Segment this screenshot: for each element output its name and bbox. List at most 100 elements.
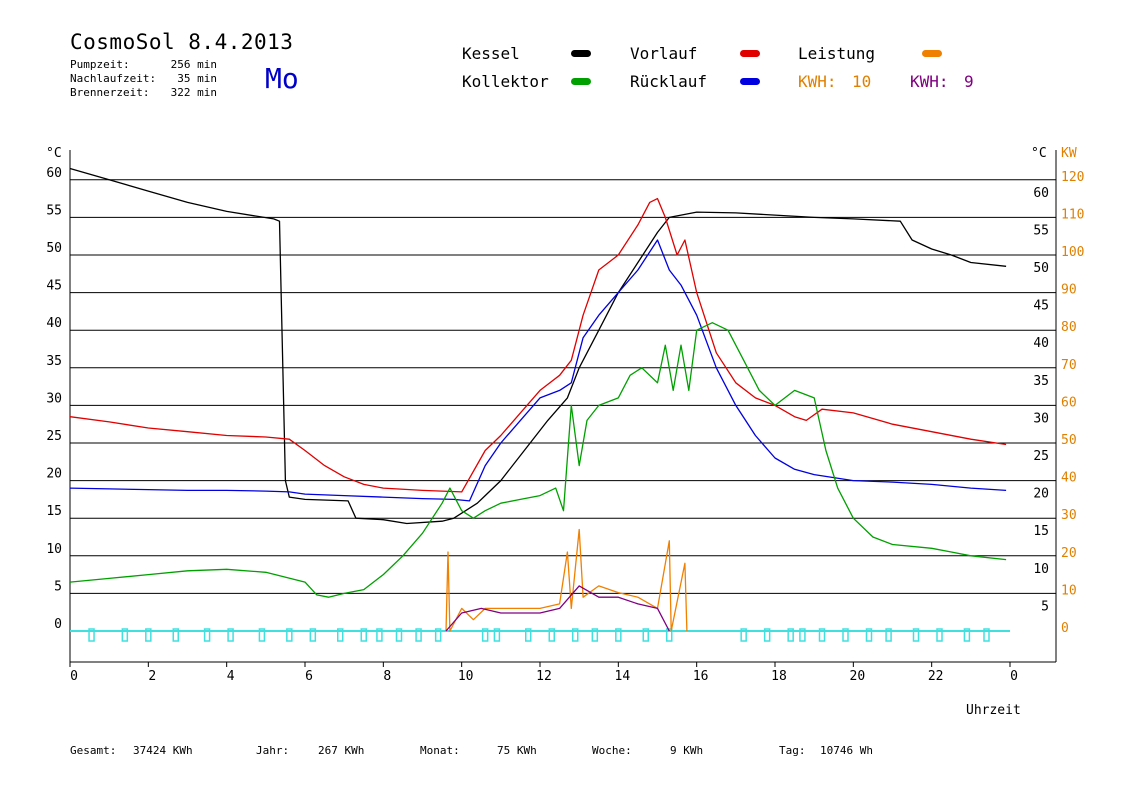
- y-right-c-tick: 25: [1033, 449, 1049, 464]
- pump-marker: [963, 628, 971, 642]
- pump-marker: [818, 628, 826, 642]
- legend-vorlauf-label: Vorlauf: [630, 44, 698, 63]
- legend-leistung-swatch: [922, 50, 942, 57]
- y-right-kw-tick: 90: [1061, 283, 1077, 298]
- pump-marker: [983, 628, 990, 642]
- y-right-kw-tick: 30: [1061, 508, 1077, 523]
- y-right-kw-tick: 100: [1061, 245, 1084, 260]
- x-tick: 0: [70, 669, 78, 684]
- legend-leistung-label: Leistung: [798, 44, 876, 63]
- x-tick: 10: [458, 669, 474, 684]
- y-left-tick: 30: [46, 391, 62, 406]
- y-right-c-tick: 55: [1033, 223, 1049, 238]
- y-right-c-tick: 60: [1033, 186, 1049, 201]
- stat-pumpzeit-label: Pumpzeit:: [70, 58, 130, 71]
- pump-marker: [360, 628, 367, 642]
- pump-marker: [227, 628, 234, 642]
- x-tick: 8: [383, 669, 391, 684]
- pump-marker: [395, 628, 403, 642]
- pump-marker: [842, 628, 849, 642]
- x-axis-label: Uhrzeit: [966, 703, 1021, 718]
- footer-monat-value: 75 KWh: [497, 744, 537, 757]
- y-right-c-tick: 10: [1033, 562, 1049, 577]
- y-right-c-tick: 45: [1033, 299, 1049, 314]
- footer-monat-label: Monat:: [420, 744, 460, 757]
- stat-pumpzeit-value: 256 min: [170, 58, 217, 71]
- y-left-tick: 50: [46, 241, 62, 256]
- y-left-tick: 15: [46, 504, 62, 519]
- stat-brennerzeit-value: 322 min: [170, 86, 217, 99]
- pump-marker: [121, 628, 129, 642]
- y-right-kw-unit: KW: [1061, 146, 1077, 161]
- y-left-tick: 10: [46, 542, 62, 557]
- y-left-tick: 5: [54, 579, 62, 594]
- y-right-kw-tick: 80: [1061, 320, 1077, 335]
- series-line-kollektor: [69, 322, 1007, 598]
- y-right-kw-tick: 60: [1061, 395, 1077, 410]
- legend-ruecklauf-label: Rücklauf: [630, 72, 708, 91]
- x-tick: 22: [928, 669, 944, 684]
- footer-woche-label: Woche:: [592, 744, 632, 757]
- y-left-unit: °C: [46, 146, 62, 161]
- pump-marker: [666, 628, 673, 642]
- pump-marker: [145, 628, 152, 642]
- series-line-kwh: [445, 585, 670, 632]
- x-tick: 12: [536, 669, 552, 684]
- footer-woche-value: 9 KWh: [670, 744, 704, 757]
- y-left-tick: 20: [46, 467, 62, 482]
- y-right-c-tick: 40: [1033, 336, 1049, 351]
- pump-marker: [740, 628, 747, 642]
- page-title: CosmoSol 8.4.2013: [70, 30, 294, 54]
- axes: [69, 150, 1057, 667]
- series-lines: [69, 167, 1007, 632]
- pump-marker: [642, 628, 649, 642]
- y-right-c-tick: 5: [1041, 599, 1049, 614]
- x-tick: 0: [1010, 669, 1018, 684]
- footer-jahr-label: Jahr:: [256, 744, 290, 757]
- series-line-vorlauf: [69, 197, 1007, 493]
- pump-marker: [615, 628, 622, 642]
- y-right-kw-tick: 50: [1061, 433, 1077, 448]
- x-tick: 6: [305, 669, 313, 684]
- pump-marker: [572, 628, 579, 642]
- weekday-label: Mo: [265, 62, 299, 95]
- stat-nachlaufzeit-label: Nachlaufzeit:: [70, 72, 157, 85]
- y-right-c-tick: 15: [1033, 524, 1049, 539]
- y-left-tick: 45: [46, 279, 62, 294]
- pump-marker: [548, 628, 555, 642]
- pump-marker: [787, 628, 794, 642]
- legend-kessel-label: Kessel: [462, 44, 520, 63]
- pump-marker: [376, 628, 383, 642]
- x-tick: 18: [771, 669, 787, 684]
- pump-marker: [337, 628, 344, 642]
- legend-kwh2-value: 9: [964, 72, 974, 91]
- pump-marker: [525, 628, 532, 642]
- x-tick: 4: [227, 669, 235, 684]
- footer-tag-value: 10746 Wh: [820, 744, 873, 757]
- grid-lines: [70, 179, 1056, 594]
- x-tick: 16: [693, 669, 709, 684]
- pump-marker: [912, 628, 920, 642]
- legend-kollektor-label: Kollektor: [462, 72, 549, 91]
- pump-marker: [936, 628, 943, 642]
- footer-tag-label: Tag:: [779, 744, 806, 757]
- pump-indicator-row: [70, 628, 1010, 642]
- pump-marker: [799, 628, 806, 642]
- footer-jahr-value: 267 KWh: [318, 744, 365, 757]
- y-right-c-tick: 35: [1033, 374, 1049, 389]
- legend-kessel-swatch: [571, 50, 591, 57]
- pump-marker: [172, 628, 179, 642]
- tick-labels: 0510152025303540455055605101520253035404…: [46, 166, 1084, 684]
- y-left-tick: 0: [54, 617, 62, 632]
- pump-marker: [415, 628, 422, 642]
- legend-kwh2-label: KWH:: [910, 72, 949, 91]
- stat-brennerzeit-label: Brennerzeit:: [70, 86, 150, 99]
- pump-marker: [88, 628, 95, 642]
- series-line-kessel: [69, 167, 1007, 525]
- pump-marker: [591, 628, 599, 642]
- legend-kollektor-swatch: [571, 78, 591, 85]
- y-right-c-tick: 50: [1033, 261, 1049, 276]
- pump-marker: [434, 628, 442, 642]
- legend-kwh1-label: KWH:: [798, 72, 837, 91]
